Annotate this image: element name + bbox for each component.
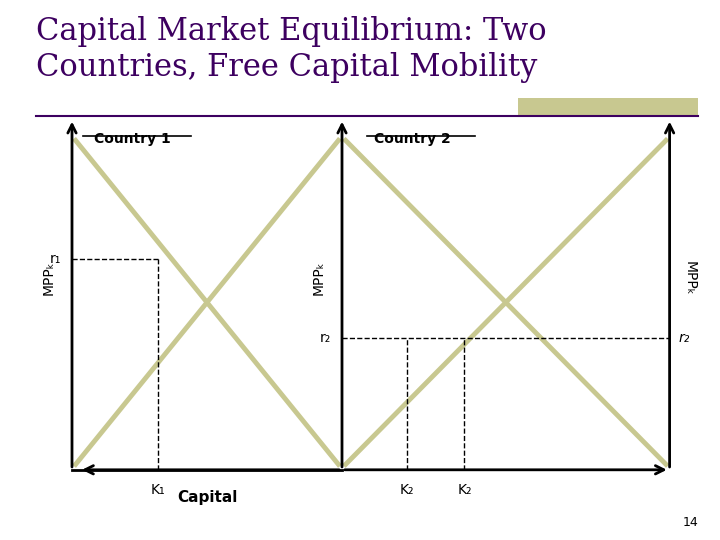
Text: MPPₖ: MPPₖ [683, 261, 697, 295]
Text: K₁: K₁ [151, 483, 166, 497]
Text: Capital Market Equilibrium: Two
Countries, Free Capital Mobility: Capital Market Equilibrium: Two Countrie… [36, 16, 546, 83]
Text: Capital: Capital [177, 490, 237, 505]
Text: K₂: K₂ [457, 483, 472, 497]
Text: r₂: r₂ [320, 330, 331, 345]
Text: K₂: K₂ [400, 483, 414, 497]
Text: 14: 14 [683, 516, 698, 529]
Text: MPPₖ: MPPₖ [311, 261, 325, 295]
Text: Country 1: Country 1 [94, 132, 171, 146]
Text: r₂: r₂ [678, 330, 690, 345]
Text: MPPₖ: MPPₖ [41, 261, 55, 295]
Text: r₁: r₁ [50, 252, 61, 266]
Bar [518, 98, 698, 116]
Text: Country 2: Country 2 [374, 132, 451, 146]
